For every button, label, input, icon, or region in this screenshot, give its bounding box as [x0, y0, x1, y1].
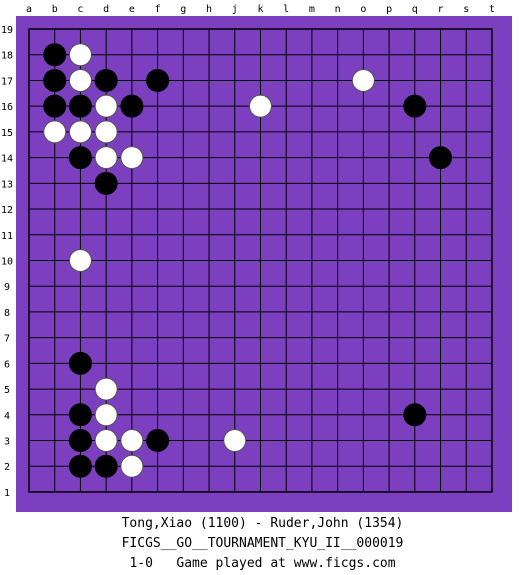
- black-stone-d17: [94, 68, 118, 92]
- column-label: q: [412, 4, 418, 15]
- row-label: 18: [1, 51, 13, 62]
- column-label: l: [283, 4, 289, 15]
- black-stone-c16: [68, 94, 92, 118]
- white-stone-k16: [248, 94, 272, 118]
- white-stone-o17: [351, 68, 375, 92]
- white-stone-j3: [223, 429, 247, 453]
- column-label: o: [360, 4, 366, 15]
- black-stone-c14: [68, 146, 92, 170]
- column-label: m: [309, 4, 315, 15]
- white-stone-d5: [94, 377, 118, 401]
- event-caption: FICGS__GO__TOURNAMENT_KYU_II__000019: [121, 536, 404, 551]
- column-label: k: [257, 4, 263, 15]
- result-caption: 1-0 Game played at www.ficgs.com: [129, 556, 396, 571]
- black-stone-c6: [68, 351, 92, 375]
- white-stone-d4: [94, 403, 118, 427]
- players-caption: Tong,Xiao (1100) - Ruder,John (1354): [121, 516, 404, 531]
- row-label: 19: [1, 25, 13, 36]
- stones-layer: [43, 43, 453, 478]
- row-label: 16: [1, 102, 13, 113]
- white-stone-c17: [68, 68, 92, 92]
- black-stone-c3: [68, 429, 92, 453]
- white-stone-d16: [94, 94, 118, 118]
- column-label: e: [129, 4, 135, 15]
- black-stone-b16: [43, 94, 67, 118]
- row-label: 4: [4, 411, 10, 422]
- row-label: 13: [1, 179, 13, 190]
- row-labels: 19 18 17 16 15 14 13 12 11 10 9 8 7 6 5 4 3 2 1: [1, 25, 13, 499]
- white-stone-c15: [68, 120, 92, 144]
- column-label: c: [77, 4, 83, 15]
- row-label: 9: [4, 282, 10, 293]
- row-label: 14: [1, 154, 13, 165]
- white-stone-e3: [120, 429, 144, 453]
- black-stone-e16: [120, 94, 144, 118]
- column-label: a: [26, 4, 32, 15]
- row-label: 5: [4, 385, 10, 396]
- row-label: 1: [4, 488, 10, 499]
- row-label: 6: [4, 359, 10, 370]
- black-stone-d2: [94, 454, 118, 478]
- black-stone-q16: [403, 94, 427, 118]
- black-stone-b17: [43, 68, 67, 92]
- row-label: 11: [1, 231, 13, 242]
- column-label: j: [232, 4, 238, 15]
- column-label: d: [103, 4, 109, 15]
- white-stone-b15: [43, 120, 67, 144]
- black-stone-c4: [68, 403, 92, 427]
- column-label: h: [206, 4, 212, 15]
- column-label: t: [489, 4, 495, 15]
- row-label: 8: [4, 308, 10, 319]
- row-label: 7: [4, 334, 10, 345]
- black-stone-b18: [43, 43, 67, 67]
- column-label: s: [463, 4, 469, 15]
- row-label: 12: [1, 205, 13, 216]
- white-stone-d3: [94, 429, 118, 453]
- black-stone-q4: [403, 403, 427, 427]
- black-stone-d13: [94, 171, 118, 195]
- row-label: 3: [4, 437, 10, 448]
- row-label: 17: [1, 76, 13, 87]
- black-stone-r14: [429, 146, 453, 170]
- column-label: g: [180, 4, 186, 15]
- row-label: 10: [1, 256, 13, 267]
- black-stone-c2: [68, 454, 92, 478]
- white-stone-c18: [68, 43, 92, 67]
- white-stone-d15: [94, 120, 118, 144]
- column-label: f: [155, 4, 161, 15]
- row-label: 2: [4, 462, 10, 473]
- white-stone-c10: [68, 248, 92, 272]
- grid-border: [28, 28, 493, 493]
- white-stone-d14: [94, 146, 118, 170]
- column-label: b: [52, 4, 58, 15]
- column-label: r: [438, 4, 444, 15]
- black-stone-f3: [146, 429, 170, 453]
- white-stone-e2: [120, 454, 144, 478]
- row-label: 15: [1, 128, 13, 139]
- white-stone-e14: [120, 146, 144, 170]
- column-label: p: [386, 4, 392, 15]
- column-label: n: [335, 4, 341, 15]
- black-stone-f17: [146, 68, 170, 92]
